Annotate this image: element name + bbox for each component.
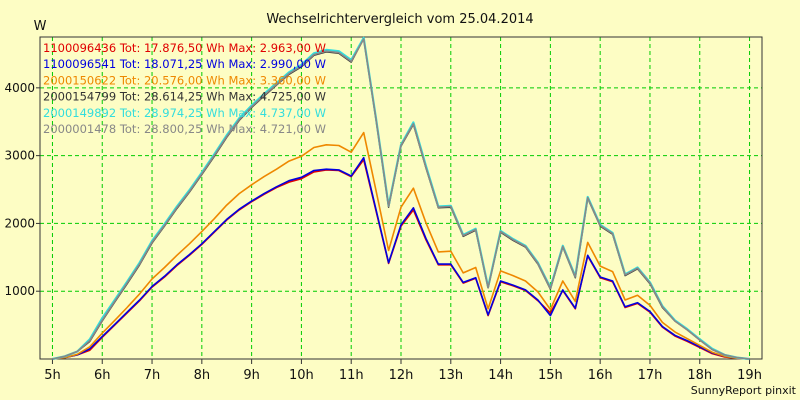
x-tick-label: 17h (638, 368, 663, 383)
y-tick-label: 2000 (4, 216, 35, 230)
chart-title: Wechselrichtervergleich vom 25.04.2014 (266, 12, 533, 27)
grid-layer (40, 37, 762, 359)
legend-entry-2000001478: 2000001478 Tot: 28.800,25 Wh Max: 4.721,… (43, 122, 326, 136)
x-tick-label: 7h (144, 368, 161, 383)
axis-layer: 5h 6h 7h 8h 9h 10h 11h 12h 13h 14h 15h 16h 17h 18h 19h… (4, 36, 763, 383)
x-tick-label: 12h (389, 368, 414, 383)
legend-entry-1100096436: 1100096436 Tot: 17.876,50 Wh Max: 2.963,… (43, 41, 326, 55)
legend-entry-2000150622: 2000150622 Tot: 20.576,00 Wh Max: 3.360,… (43, 73, 326, 87)
x-tick-label: 11h (339, 368, 364, 383)
legend-entry-2000149892: 2000149892 Tot: 28.974,25 Wh Max: 4.737,… (43, 106, 326, 120)
x-tick-label: 16h (588, 368, 613, 383)
x-tick-label: 15h (538, 368, 563, 383)
x-tick-label: 5h (44, 368, 61, 383)
x-tick-label: 6h (94, 368, 111, 383)
legend-entry-2000154799: 2000154799 Tot: 28.614,25 Wh Max: 4.725,… (43, 90, 326, 104)
footer-credit: SunnyReport pinxit (691, 384, 797, 397)
y-tick-label: 1000 (4, 284, 35, 298)
x-tick-label: 14h (488, 368, 513, 383)
x-tick-label: 8h (194, 368, 211, 383)
x-tick-label: 19h (737, 368, 762, 383)
x-tick-label: 9h (243, 368, 260, 383)
series-line-1100096541 (52, 156, 750, 360)
x-tick-label: 13h (438, 368, 463, 383)
series-layer (52, 36, 750, 361)
series-line-2000150622 (52, 131, 750, 360)
x-tick-label: 10h (289, 368, 314, 383)
y-tick-label: 3000 (4, 149, 35, 163)
legend: 1100096436 Tot: 17.876,50 Wh Max: 2.963,… (43, 41, 326, 136)
series-line-2000001478 (52, 38, 750, 360)
series-line-1100096436 (52, 158, 750, 360)
y-tick-label: 4000 (4, 81, 35, 95)
legend-entry-1100096541: 1100096541 Tot: 18.071,25 Wh Max: 2.990,… (43, 57, 326, 71)
y-axis-unit-label: W (34, 19, 47, 34)
x-tick-label: 18h (687, 368, 712, 383)
